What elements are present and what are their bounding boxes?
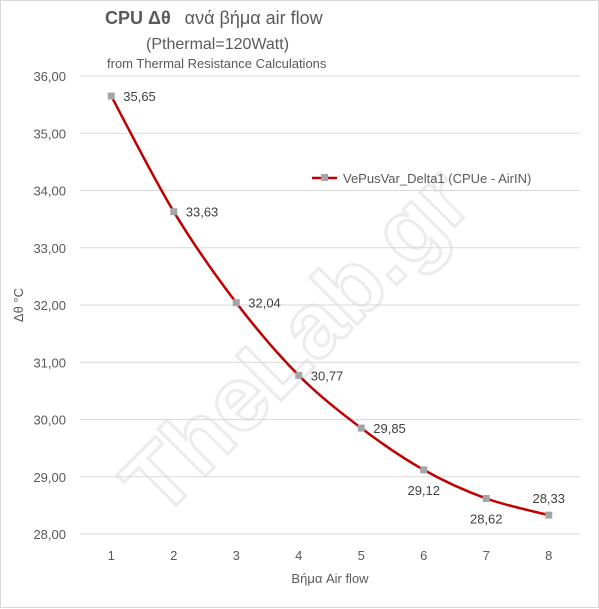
- x-tick-label: 2: [170, 548, 177, 563]
- gridlines: [80, 75, 580, 535]
- y-tick-label: 34,00: [33, 184, 66, 199]
- data-label: 35,65: [123, 89, 156, 104]
- series-group: [107, 92, 553, 519]
- data-point-marker: [482, 495, 490, 503]
- x-axis-label: Βήμα Air flow: [291, 571, 369, 586]
- y-tick-label: 32,00: [33, 298, 66, 313]
- x-tick-label: 1: [108, 548, 115, 563]
- data-point-marker: [545, 511, 553, 519]
- data-label: 29,85: [373, 421, 406, 436]
- data-point-marker: [170, 208, 178, 216]
- chart-title-rest: ανά βήμα air flow: [185, 8, 324, 28]
- y-tick-label: 30,00: [33, 413, 66, 428]
- data-label: 29,12: [407, 483, 440, 498]
- y-tick-label: 33,00: [33, 241, 66, 256]
- chart-subtitle: (Pthermal=120Watt): [146, 36, 289, 53]
- legend-marker-swatch: [321, 174, 328, 181]
- chart-note: from Thermal Resistance Calculations: [107, 56, 327, 71]
- data-point-marker: [357, 424, 365, 432]
- x-tick-label: 8: [545, 548, 552, 563]
- data-point-marker: [420, 466, 428, 474]
- y-tick-label: 29,00: [33, 470, 66, 485]
- legend-label: VePusVar_Delta1 (CPUe - AirIN): [343, 171, 531, 186]
- data-label: 28,33: [532, 491, 565, 506]
- chart-title: CPU Δθ ανά βήμα air flow: [105, 8, 324, 28]
- y-tick-labels: 28,00 29,00 30,00 31,00 32,00 33,00 34,00 35,00…: [33, 69, 66, 542]
- data-label: 32,04: [248, 296, 281, 311]
- y-tick-label: 31,00: [33, 355, 66, 370]
- x-tick-labels: 1 2 3 4 5 6 7 8: [108, 548, 553, 563]
- data-label: 33,63: [186, 205, 219, 220]
- data-label: 28,62: [470, 512, 503, 527]
- y-tick-label: 28,00: [33, 527, 66, 542]
- x-tick-label: 5: [358, 548, 365, 563]
- data-point-marker: [107, 92, 115, 100]
- x-tick-label: 3: [233, 548, 240, 563]
- y-axis-label: Δθ °C: [11, 288, 26, 322]
- x-tick-label: 4: [295, 548, 302, 563]
- chart-title-bold: CPU Δθ: [105, 8, 171, 28]
- data-point-marker: [295, 371, 303, 379]
- x-tick-label: 6: [420, 548, 427, 563]
- data-point-marker: [232, 299, 240, 307]
- data-labels: 35,65 33,63 32,04 30,77 29,85 29,12 28,62 28,33: [123, 89, 565, 526]
- y-tick-label: 35,00: [33, 126, 66, 141]
- y-tick-label: 36,00: [33, 69, 66, 84]
- legend: VePusVar_Delta1 (CPUe - AirIN): [312, 171, 531, 186]
- x-tick-label: 7: [483, 548, 490, 563]
- data-label: 30,77: [311, 368, 344, 383]
